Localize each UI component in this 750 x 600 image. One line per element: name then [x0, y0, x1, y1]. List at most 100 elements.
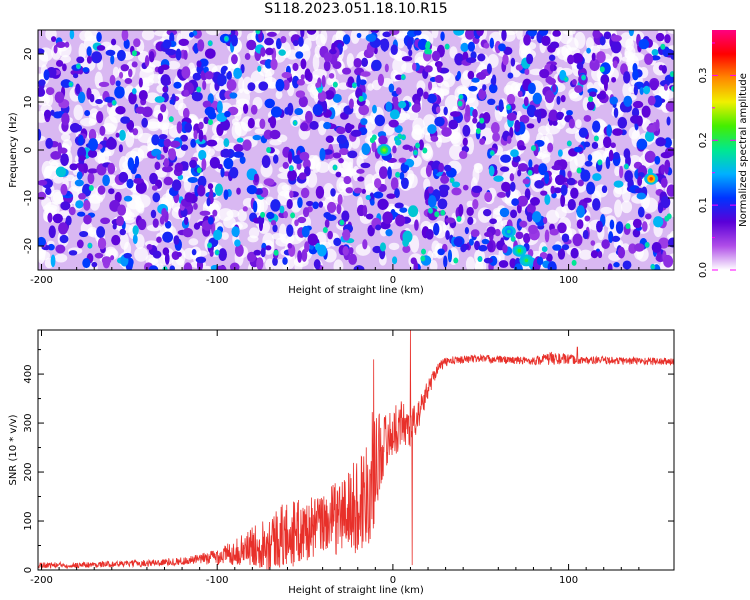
heatmap-cell: [300, 30, 305, 38]
heatmap-cell: [304, 241, 310, 253]
heatmap-cell: [614, 166, 621, 177]
colorbar-label: Normalized spectral amplitude: [738, 73, 749, 227]
heatmap-cell: [68, 250, 78, 256]
heatmap-cell: [369, 199, 375, 206]
heatmap-cell: [499, 207, 510, 218]
heatmap-cell: [401, 62, 416, 73]
heatmap-cell: [632, 218, 642, 229]
heatmap-cell: [247, 117, 255, 129]
heatmap-cell: [441, 127, 452, 137]
heatmap-cell: [592, 30, 601, 39]
heatmap-cell: [38, 128, 42, 141]
heatmap-cell: [552, 244, 562, 251]
heatmap-cell: [216, 265, 227, 270]
heatmap-cell: [331, 42, 336, 53]
colorbar-ticks: 0.0 0.1 0.2 0.3: [698, 42, 736, 278]
heatmap-cell: [637, 172, 645, 178]
heatmap-cell: [580, 169, 591, 182]
heatmap-cell: [388, 119, 399, 128]
heatmap-cell: [622, 82, 632, 99]
heatmap-cell: [646, 124, 657, 133]
heatmap-cell: [612, 60, 618, 69]
heatmap-cell: [123, 211, 135, 221]
heatmap-cell: [243, 103, 249, 114]
heatmap-cell: [540, 190, 548, 196]
heatmap-cell: [294, 219, 299, 227]
heatmap-cell: [206, 139, 218, 147]
heatmap-cell: [265, 245, 272, 251]
heatmap-cell: [517, 163, 529, 172]
spectrogram-y-axis: -20 -10 0 10 20: [23, 48, 674, 254]
heatmap-cell: [639, 87, 644, 95]
heatmap-cell: [313, 259, 321, 270]
heatmap-cell: [60, 153, 69, 166]
heatmap-cell: [601, 67, 604, 71]
heatmap-cell: [182, 227, 193, 238]
colorbar-tick-label: 0.1: [698, 197, 709, 213]
heatmap-cell: [317, 244, 327, 257]
heatmap-cell: [567, 199, 576, 211]
heatmap-cell: [476, 30, 484, 37]
heatmap-cell: [367, 83, 374, 91]
heatmap-cell: [605, 156, 611, 169]
heatmap-cell: [264, 98, 275, 109]
heatmap-cell: [207, 148, 215, 157]
heatmap-cell: [613, 180, 624, 188]
heatmap-cell: [342, 34, 351, 45]
heatmap-cell: [494, 228, 501, 237]
heatmap-cell: [45, 187, 52, 196]
heatmap-cell: [289, 190, 294, 199]
heatmap-cell: [78, 155, 87, 161]
heatmap-cell: [45, 137, 53, 149]
x-tick-label: -100: [206, 575, 229, 586]
heatmap-cell: [137, 218, 147, 231]
heatmap-cell: [392, 256, 398, 265]
heatmap-cell: [482, 84, 487, 91]
heatmap-cell: [202, 100, 212, 108]
heatmap-cell: [156, 236, 162, 243]
heatmap-cell: [74, 179, 84, 187]
heatmap-cell: [357, 176, 365, 182]
heatmap-cell: [394, 125, 403, 133]
heatmap-cell: [493, 175, 504, 182]
heatmap-cell: [661, 64, 667, 74]
heatmap-cell: [152, 218, 159, 228]
heatmap-cell: [572, 261, 576, 265]
heatmap-cell: [204, 71, 214, 80]
heatmap-cell: [361, 188, 367, 194]
heatmap-cell: [529, 173, 545, 181]
heatmap-cell: [539, 30, 549, 37]
heatmap-cell: [489, 218, 497, 225]
heatmap-cell: [196, 60, 202, 68]
heatmap-cell: [651, 48, 659, 56]
page-title: S118.2023.051.18.10.R15: [264, 1, 448, 17]
heatmap-cell: [371, 140, 377, 153]
heatmap-cell: [157, 138, 166, 148]
heatmap-cell: [91, 261, 98, 268]
heatmap-cell: [336, 203, 342, 215]
heatmap-cell: [353, 187, 363, 194]
heatmap-cell: [96, 226, 106, 238]
heatmap-cell: [482, 209, 492, 217]
heatmap-cell: [99, 125, 106, 136]
heatmap-cell: [64, 41, 70, 48]
heatmap-cell: [304, 68, 311, 81]
heatmap-cell: [78, 193, 87, 200]
heatmap-cell: [72, 73, 79, 79]
heatmap-cell: [287, 242, 293, 249]
heatmap-cell: [453, 237, 463, 246]
x-tick-label: -200: [30, 575, 53, 586]
heatmap-cell: [206, 197, 211, 207]
heatmap-cell: [163, 176, 174, 186]
heatmap-cell: [405, 173, 418, 189]
heatmap-cell: [394, 188, 400, 199]
heatmap-cell: [395, 87, 402, 95]
heatmap-cell: [632, 69, 639, 81]
heatmap-cell: [260, 247, 266, 258]
heatmap-cell: [380, 38, 390, 52]
heatmap-cell: [577, 169, 581, 172]
heatmap-cell: [196, 250, 208, 257]
heatmap-cell: [239, 156, 246, 164]
heatmap-cell: [552, 30, 561, 37]
heatmap-cell: [427, 124, 437, 134]
